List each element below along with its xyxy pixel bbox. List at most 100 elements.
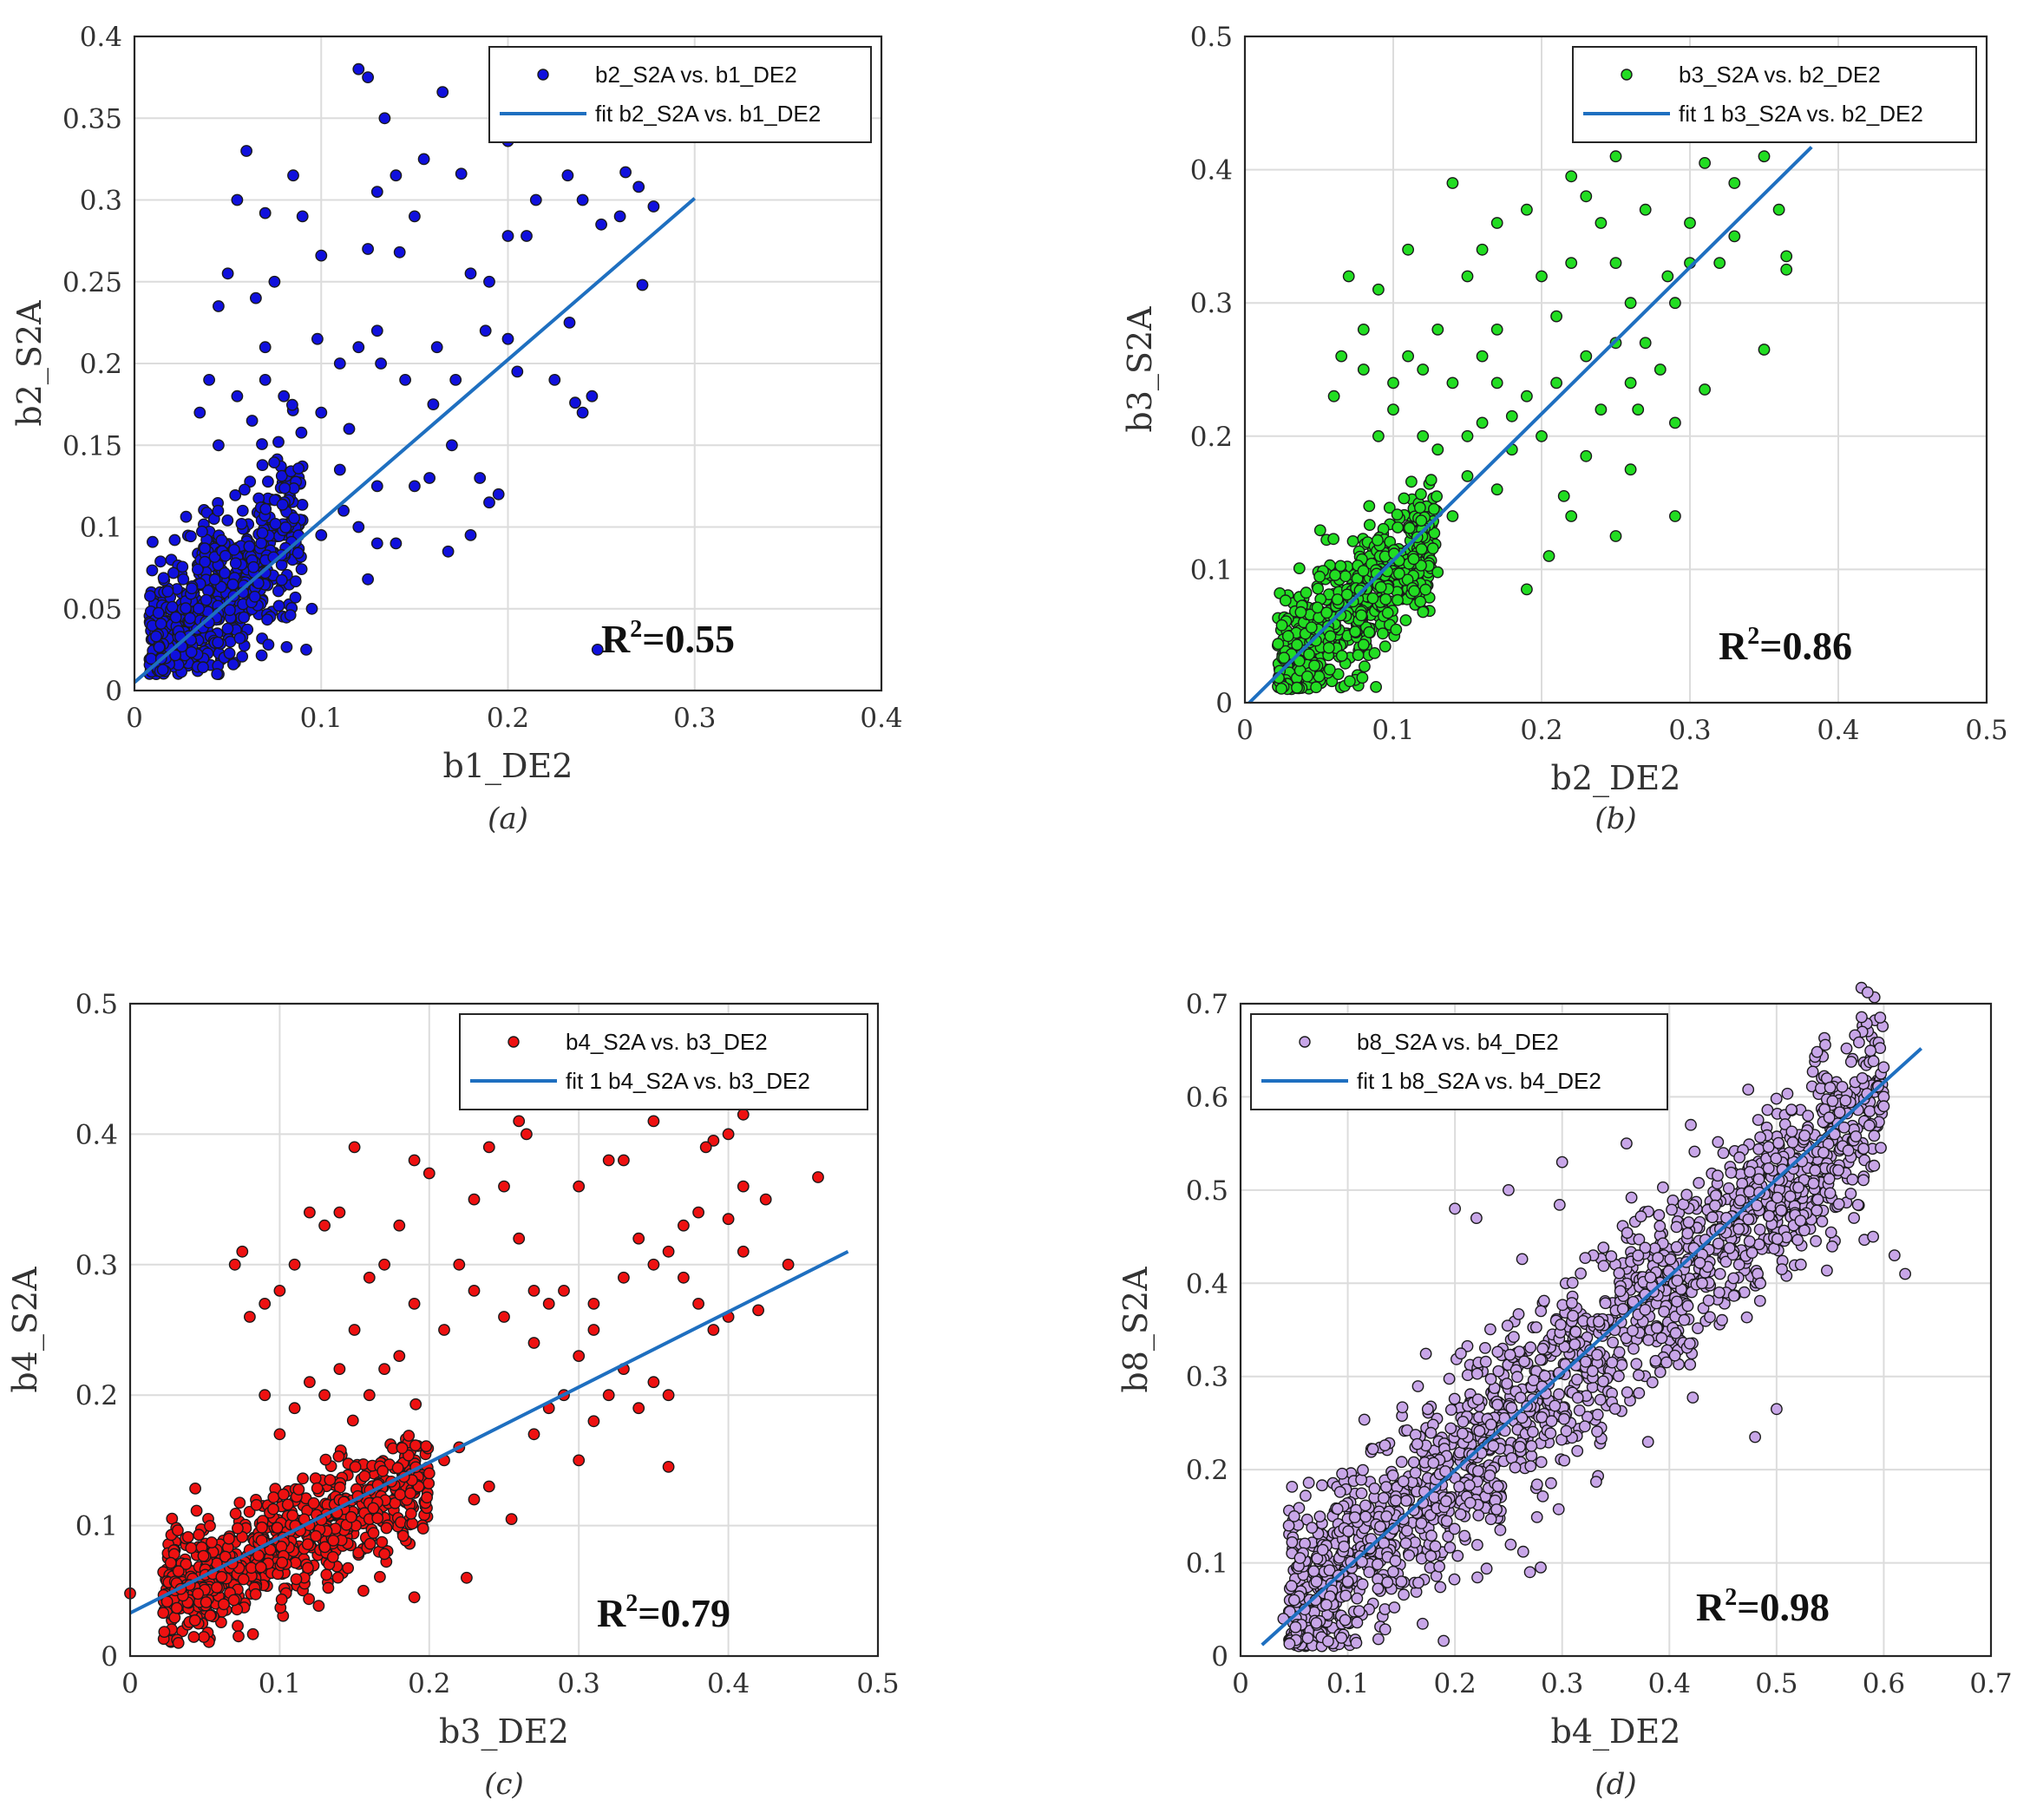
- scatter-point: [1771, 1191, 1784, 1204]
- x-tick-label: 0.6: [1863, 1668, 1905, 1699]
- scatter-point: [238, 611, 251, 624]
- scatter-point: [1471, 1393, 1484, 1406]
- scatter-point: [1535, 1305, 1548, 1318]
- y-tick-label: 0.3: [80, 186, 122, 217]
- scatter-point: [1820, 1264, 1833, 1277]
- scatter-point: [237, 1573, 250, 1586]
- scatter-point: [1609, 530, 1622, 542]
- scatter-point: [1521, 583, 1533, 596]
- scatter-point: [1387, 403, 1399, 416]
- scatter-point: [1409, 1466, 1422, 1479]
- scatter-point: [1660, 1356, 1673, 1369]
- scatter-point: [1363, 1566, 1376, 1579]
- scatter-point: [286, 1509, 299, 1522]
- scatter-point: [1484, 1418, 1497, 1431]
- scatter-point: [1734, 1194, 1746, 1207]
- scatter-point: [249, 291, 262, 304]
- scatter-point: [1431, 323, 1444, 336]
- scatter-point: [167, 566, 180, 579]
- scatter-point: [1639, 337, 1652, 350]
- scatter-point: [587, 1415, 600, 1428]
- scatter-point: [275, 1593, 288, 1606]
- scatter-point: [212, 636, 225, 649]
- scatter-point: [235, 518, 248, 530]
- scatter-point: [284, 609, 297, 621]
- legend-label: b4_S2A vs. b3_DE2: [566, 1029, 768, 1055]
- scatter-point: [1503, 1184, 1515, 1196]
- scatter-point: [1503, 1348, 1516, 1361]
- scatter-point: [348, 1324, 361, 1336]
- scatter-point: [1826, 1095, 1839, 1108]
- y-tick-label: 0.1: [1190, 554, 1233, 586]
- scatter-point: [436, 86, 449, 99]
- scatter-point: [1464, 1496, 1477, 1509]
- scatter-point: [197, 661, 209, 674]
- scatter-point: [1817, 1146, 1830, 1159]
- scatter-point: [1743, 1235, 1756, 1247]
- scatter-point: [1535, 1456, 1548, 1469]
- y-tick-label: 0.35: [62, 103, 122, 134]
- fit-line: [133, 197, 697, 684]
- scatter-point: [1717, 1147, 1730, 1160]
- scatter-point: [311, 332, 324, 345]
- scatter-point: [295, 426, 308, 439]
- scatter-point: [1501, 1319, 1514, 1332]
- scatter-point: [1669, 510, 1681, 522]
- scatter-point: [362, 243, 374, 255]
- scatter-point: [1550, 310, 1563, 323]
- scatter-point: [1644, 1271, 1657, 1284]
- scatter-point: [1566, 1297, 1578, 1309]
- scatter-point: [492, 488, 505, 501]
- scatter-point: [1861, 986, 1874, 998]
- scatter-point: [272, 435, 285, 448]
- scatter-point: [1348, 1511, 1361, 1524]
- scatter-point: [297, 1472, 309, 1485]
- scatter-point: [1712, 1237, 1725, 1250]
- scatter-point: [1408, 585, 1421, 598]
- scatter-point: [193, 602, 206, 615]
- scatter-point: [1806, 1065, 1819, 1078]
- scatter-point: [1775, 1204, 1788, 1217]
- scatter-point: [1440, 1515, 1453, 1528]
- scatter-point: [1699, 156, 1712, 169]
- y-tick-label: 0: [101, 1641, 118, 1673]
- scatter-point: [399, 373, 411, 386]
- scatter-point: [289, 591, 302, 604]
- scatter-point: [423, 472, 435, 484]
- scatter-point: [576, 193, 589, 206]
- scatter-point: [363, 1537, 377, 1550]
- scatter-point: [301, 1561, 314, 1574]
- r-squared-value: =0.55: [642, 617, 735, 661]
- scatter-point: [180, 602, 193, 614]
- scatter-point: [333, 1206, 346, 1219]
- scatter-point: [1312, 582, 1325, 595]
- scatter-point: [1811, 1194, 1824, 1206]
- scatter-point: [180, 510, 193, 523]
- scatter-point: [1370, 681, 1383, 693]
- scatter-point: [1446, 510, 1459, 522]
- scatter-point: [1357, 638, 1370, 651]
- scatter-point: [1359, 1510, 1372, 1523]
- scatter-point: [662, 1245, 675, 1258]
- scatter-point: [269, 518, 282, 530]
- scatter-point: [1558, 1412, 1570, 1425]
- scatter-point: [1514, 1391, 1527, 1404]
- legend-label: b2_S2A vs. b1_DE2: [595, 62, 797, 88]
- scatter-point: [707, 1324, 720, 1336]
- scatter-point: [438, 1324, 450, 1336]
- scatter-point: [1791, 1234, 1804, 1247]
- scatter-point: [1351, 1616, 1364, 1629]
- scatter-point: [1302, 1476, 1315, 1489]
- scatter-point: [482, 1480, 495, 1493]
- scatter-point: [1327, 390, 1340, 403]
- scatter-point: [1685, 1118, 1697, 1131]
- scatter-point: [154, 555, 167, 568]
- scatter-point: [1653, 1208, 1666, 1221]
- scatter-point: [1426, 542, 1439, 555]
- x-tick-label: 0: [126, 703, 143, 734]
- legend-marker: [1299, 1036, 1311, 1048]
- scatter-point: [636, 278, 649, 291]
- scatter-point: [1427, 1457, 1440, 1470]
- scatter-point: [1762, 1162, 1775, 1175]
- r-squared-base: R: [601, 617, 631, 661]
